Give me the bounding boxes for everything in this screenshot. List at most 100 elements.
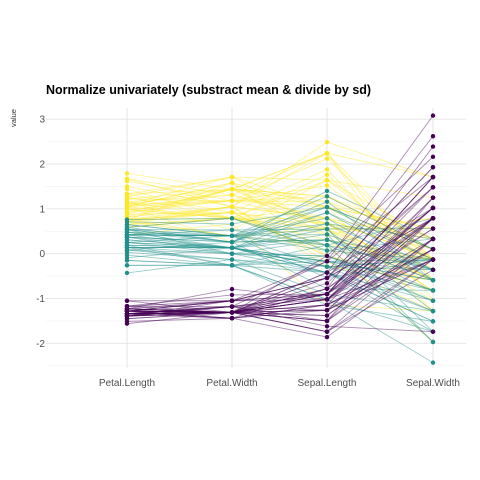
data-point [229,233,235,238]
series-line [126,246,434,302]
series-line [126,188,434,250]
series-line [126,197,434,325]
data-point [124,258,130,263]
series-line [126,141,434,208]
series-line [127,264,434,322]
series-points [124,113,436,365]
data-point [430,319,436,324]
series-line [126,259,434,302]
data-point [324,329,330,334]
series-line [126,200,434,281]
series-line [126,176,434,230]
data-point [229,180,235,186]
x-tick-label: Petal.Width [206,378,257,389]
series-line [126,211,434,291]
series-line [126,233,434,271]
series-line [126,244,434,343]
series-line [126,211,434,271]
data-point [324,259,330,264]
series-line [126,234,434,279]
data-point [324,151,330,156]
series-line [126,166,434,317]
series-line [126,248,434,322]
data-point [324,334,330,340]
series-line [126,190,434,243]
data-point [229,263,235,268]
data-point [430,164,436,170]
series-line [126,217,434,260]
data-point [324,177,330,183]
data-point [324,221,330,226]
series-line [126,223,434,271]
data-point [324,307,330,313]
data-point [430,113,436,118]
data-point [430,329,436,334]
series-line [126,233,434,343]
series-line [126,221,434,343]
series-line [126,238,434,322]
data-point [229,198,235,203]
series-line [126,228,434,231]
data-point [324,156,330,161]
series-line [126,206,434,281]
series-line [126,244,434,281]
series-line [127,264,434,333]
data-point [229,245,235,251]
series-line [126,217,434,260]
data-point [324,302,330,307]
data-point [430,308,436,314]
series-line [126,217,434,310]
series-line [126,194,434,281]
series-line [126,254,434,322]
data-point [124,191,130,197]
data-point [430,154,436,160]
series-line [126,187,434,313]
series-line [126,242,434,291]
series-line [126,176,434,308]
series-line [126,248,434,313]
series-line [126,179,434,260]
series-line [126,182,434,230]
series-line [126,201,434,312]
series-line [126,224,434,312]
data-point [324,199,330,204]
series-line [126,211,434,260]
data-point [229,251,235,256]
series-line [126,259,434,315]
data-point [324,270,330,275]
series-line [126,219,434,281]
series-line [126,217,434,246]
series-line [126,259,434,319]
series-line [126,188,434,260]
series-line [126,238,434,333]
data-point [430,185,436,190]
y-tick-label: 3 [39,115,45,126]
data-point [324,291,330,297]
data-point [124,252,130,258]
data-point [229,304,235,309]
data-point [124,196,130,202]
data-point [324,242,330,248]
data-point [124,171,130,176]
series-line [126,238,434,317]
data-point [430,267,436,273]
data-point [324,188,330,194]
series-line [126,197,434,315]
data-point [229,210,235,215]
series-line [126,234,434,281]
series-line [126,235,434,260]
series-line [126,176,434,312]
data-point [324,226,330,232]
data-point [229,192,235,198]
series-line [126,228,434,333]
data-point [324,139,330,145]
series-line [126,217,434,252]
data-point [324,253,330,259]
series-line [126,176,434,199]
data-point [124,298,130,303]
series-line [126,246,434,312]
data-point [324,216,330,221]
data-point [124,202,130,207]
data-point [430,277,436,283]
series-line [126,251,434,322]
